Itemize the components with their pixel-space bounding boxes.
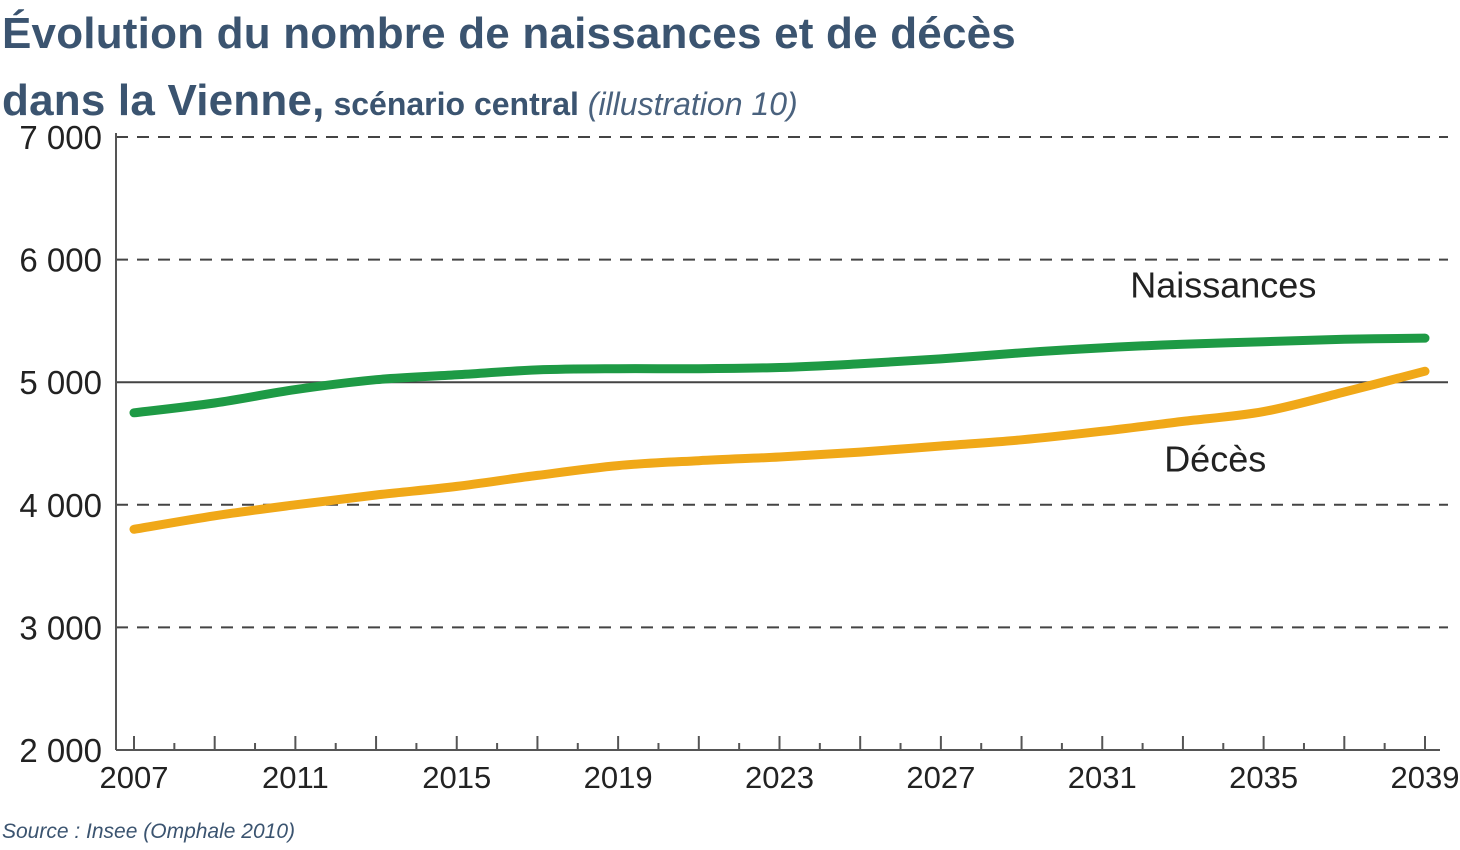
y-tick-label-4000: 4 000 [19, 487, 102, 524]
x-tick-label-2011: 2011 [262, 760, 329, 795]
illustration-ref: (illustration 10) [587, 86, 798, 122]
series-lines [129, 333, 1430, 534]
chart-title: Évolution du nombre de naissances et de … [2, 2, 1016, 136]
x-tick-label-2035: 2035 [1229, 760, 1298, 795]
x-tick-label-2015: 2015 [422, 760, 491, 795]
title-line-2: dans la Vienne, [2, 76, 325, 125]
x-tick-label-2023: 2023 [745, 760, 814, 795]
series-line-naissances [129, 333, 1430, 418]
y-tick-label-2000: 2 000 [19, 732, 102, 769]
y-tick-label-7000: 7 000 [19, 119, 102, 156]
subtitle: scénario central [333, 86, 579, 122]
y-tick-label-6000: 6 000 [19, 242, 102, 279]
x-tick-label-2039: 2039 [1391, 760, 1460, 795]
title-line-1: Évolution du nombre de naissances et de … [2, 9, 1016, 58]
y-tick-label-3000: 3 000 [19, 609, 102, 646]
x-tick-label-2007: 2007 [100, 760, 169, 795]
x-tick-label-2031: 2031 [1068, 760, 1137, 795]
series-label-deces: Décès [1164, 439, 1266, 480]
x-tick-label-2027: 2027 [906, 760, 975, 795]
axes [115, 133, 1440, 751]
x-tick-label-2019: 2019 [584, 760, 653, 795]
series-label-naissances: Naissances [1130, 265, 1316, 306]
y-tick-label-5000: 5 000 [19, 364, 102, 401]
source-note: Source : Insee (Omphale 2010) [2, 820, 295, 843]
labels: 2 000 3 000 4 000 5 000 6 000 7 000 2007 2011 20… [19, 119, 1459, 795]
series-line-deces [129, 366, 1430, 534]
